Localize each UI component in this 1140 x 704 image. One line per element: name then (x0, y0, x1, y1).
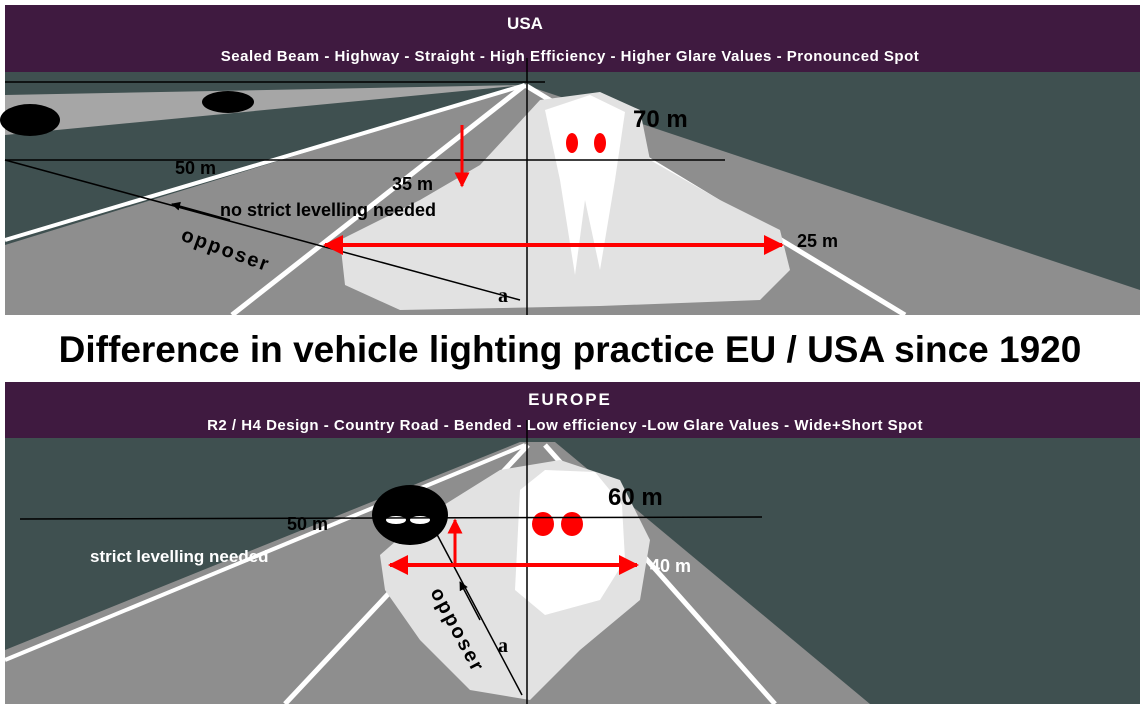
car (372, 485, 448, 545)
main-title: Difference in vehicle lighting practice … (59, 329, 1082, 370)
europe-panel: EUROPE R2 / H4 Design - Country Road - B… (5, 382, 1140, 704)
label: 50 m (175, 158, 216, 178)
usa-title: USA (507, 14, 543, 33)
label: a (498, 285, 508, 307)
car-light (386, 516, 406, 524)
usa-panel: USA Sealed Beam - Highway - Straight - H… (0, 5, 1140, 315)
label: 25 m (797, 231, 838, 251)
label: 50 m (287, 514, 328, 534)
car (202, 91, 254, 113)
label: 70 m (633, 106, 688, 133)
usa-subtitle: Sealed Beam - Highway - Straight - High … (221, 48, 919, 65)
car (0, 104, 60, 136)
label: no strict levelling needed (220, 200, 436, 220)
europe-title: EUROPE (528, 390, 612, 409)
label: 35 m (392, 174, 433, 194)
hot-spot (561, 512, 583, 536)
hot-spot (532, 512, 554, 536)
label: 40 m (650, 556, 691, 576)
label: 60 m (608, 484, 663, 511)
label: a (498, 635, 508, 657)
europe-subtitle: R2 / H4 Design - Country Road - Bended -… (207, 417, 923, 434)
diagram: USA Sealed Beam - Highway - Straight - H… (0, 0, 1140, 704)
hot-spot (594, 133, 606, 153)
label: strict levelling needed (90, 547, 269, 566)
hot-spot (566, 133, 578, 153)
